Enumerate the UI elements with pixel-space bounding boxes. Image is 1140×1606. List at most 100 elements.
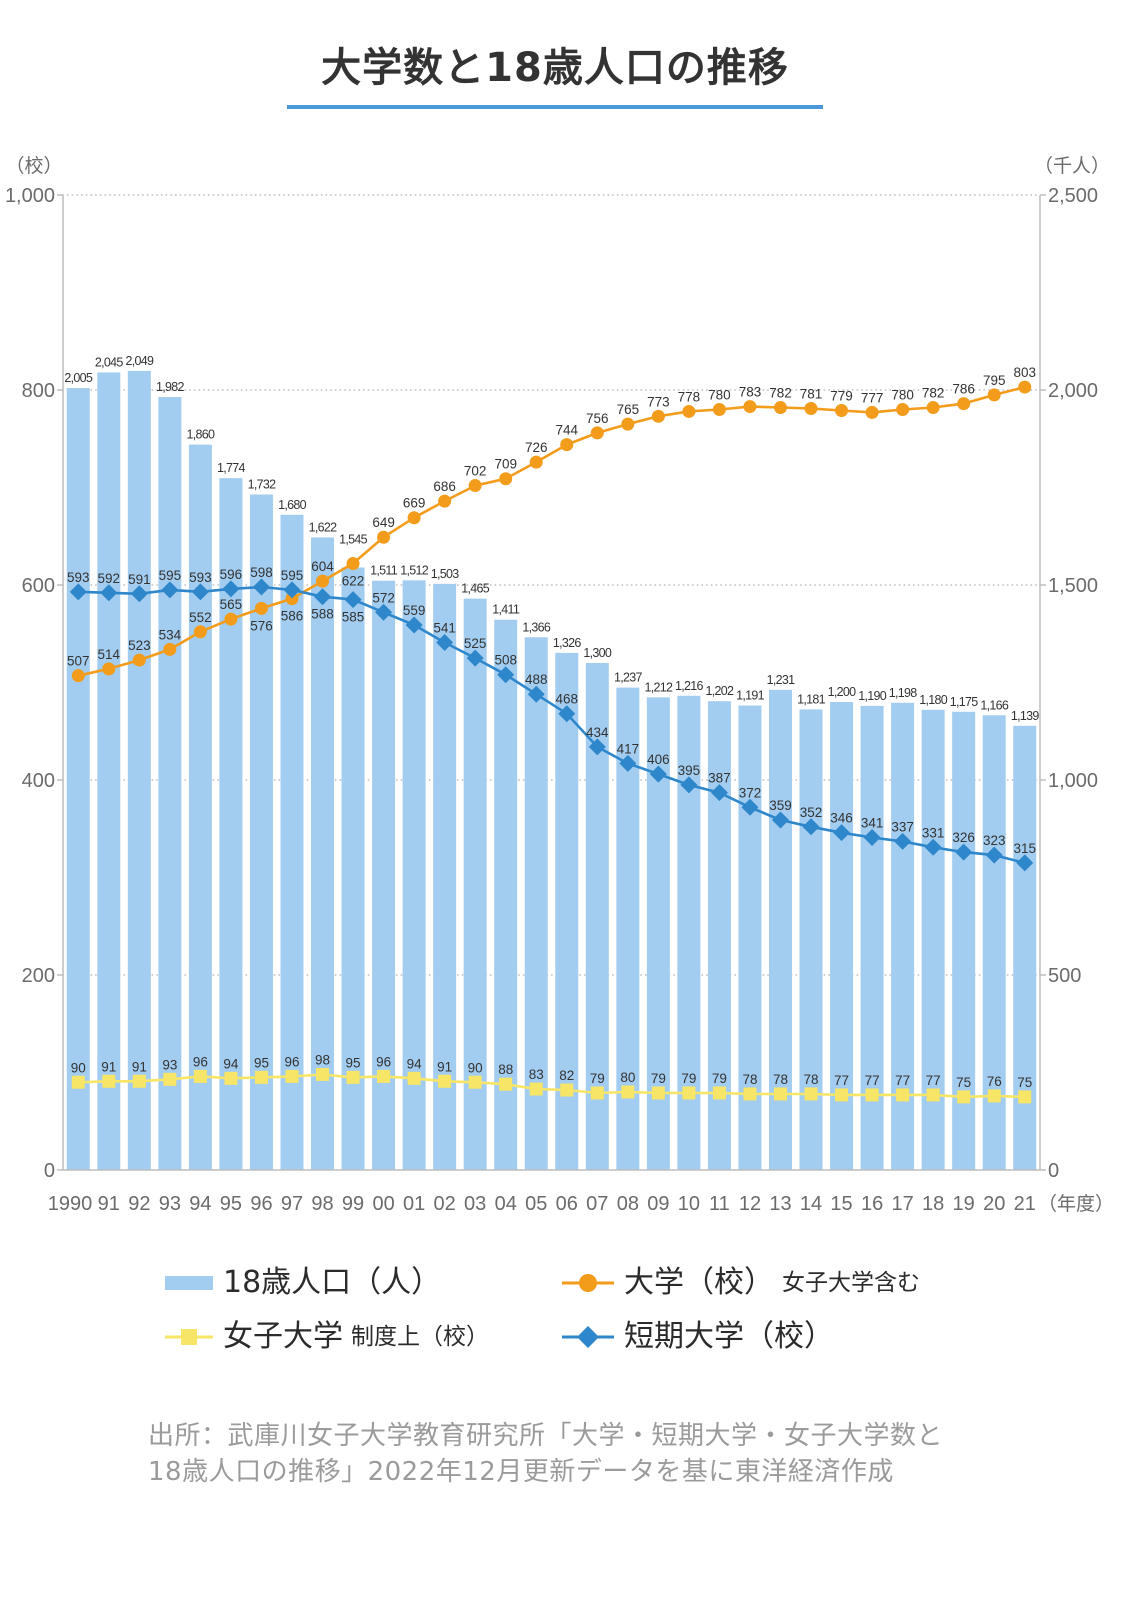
bar-value-label: 1,732 [248, 478, 277, 492]
bar-value-label: 1,411 [492, 603, 520, 617]
square-value-label: 95 [346, 1055, 361, 1070]
diamond-value-label: 468 [556, 692, 579, 707]
diamond-value-label: 596 [220, 567, 243, 582]
circle-value-label: 780 [708, 388, 731, 403]
bar [311, 537, 335, 1170]
circle-value-label: 781 [800, 387, 823, 402]
circle-marker [560, 438, 574, 452]
bar-value-label: 1,202 [706, 684, 735, 698]
square-value-label: 96 [193, 1054, 208, 1069]
x-tick-label: 1990 [48, 1193, 93, 1215]
source-line-2: 18歳人口の推移」2022年12月更新データを基に東洋経済作成 [148, 1457, 894, 1487]
diamond-marker-icon [577, 1326, 599, 1348]
diamond-value-label: 595 [159, 568, 182, 583]
bar [982, 715, 1006, 1170]
diamond-marker [558, 705, 576, 723]
diamond-marker [314, 588, 332, 606]
square-line-icon [165, 1329, 213, 1345]
circle-value-label: 586 [281, 609, 304, 624]
circle-marker [773, 401, 787, 415]
diamond-marker [680, 776, 698, 794]
square-value-label: 76 [987, 1074, 1002, 1089]
square-value-label: 83 [529, 1067, 544, 1082]
square-marker [560, 1083, 574, 1097]
y-left-tick-label: 200 [22, 965, 55, 987]
circle-value-label: 773 [647, 394, 670, 409]
bar [463, 598, 487, 1170]
circle-marker-icon [579, 1274, 597, 1292]
diamond-marker [985, 846, 1003, 864]
legend-note: 制度上（校） [351, 1324, 489, 1350]
bar-value-label: 1,212 [644, 680, 673, 694]
bar [891, 702, 915, 1170]
diamond-marker [375, 603, 393, 621]
circle-marker [957, 397, 971, 411]
legend-label: 大学（校） [624, 1265, 774, 1300]
square-marker [865, 1088, 879, 1102]
x-tick-label: 11 [709, 1193, 730, 1215]
square-value-label: 79 [590, 1071, 605, 1086]
diamond-value-label: 387 [708, 771, 731, 786]
chart-title: 大学数と18歳人口の推移 [321, 45, 789, 91]
circle-marker [132, 653, 146, 667]
circle-value-label: 782 [922, 386, 945, 401]
circle-value-label: 779 [830, 388, 853, 403]
bar [921, 709, 945, 1170]
bar [372, 580, 396, 1170]
x-tick-label: 10 [678, 1193, 700, 1215]
bar [738, 705, 762, 1170]
bar-value-label: 1,545 [339, 532, 368, 546]
circle-marker [743, 400, 757, 414]
square-value-label: 91 [437, 1059, 452, 1074]
square-value-label: 79 [651, 1071, 666, 1086]
diamond-marker [710, 784, 728, 802]
x-tick-label: 08 [617, 1193, 639, 1215]
square-marker [316, 1067, 330, 1081]
x-tick-label: 21 [1014, 1193, 1036, 1215]
square-marker-icon [181, 1329, 197, 1345]
diamond-value-label: 346 [830, 811, 853, 826]
square-value-label: 90 [468, 1060, 483, 1075]
bar [188, 444, 212, 1171]
bar [66, 388, 90, 1170]
circle-marker [193, 625, 207, 639]
circle-marker [651, 409, 665, 423]
diamond-value-label: 585 [342, 610, 365, 625]
bar-value-label: 1,774 [217, 461, 246, 475]
y-left-tick-label: 0 [44, 1160, 55, 1182]
bar-value-label: 1,860 [187, 428, 216, 442]
diamond-marker [894, 832, 912, 850]
y-left-axis-unit: （校） [5, 155, 62, 177]
bar-value-label: 1,512 [400, 563, 429, 577]
square-value-label: 91 [101, 1059, 116, 1074]
circle-marker [896, 403, 910, 416]
y-right-axis-unit: （千人） [1034, 155, 1110, 177]
axes [62, 195, 1041, 1171]
square-marker [712, 1086, 726, 1100]
circle-marker [438, 494, 452, 508]
square-marker [529, 1082, 543, 1096]
legend-item-daigaku: 大学（校） 女子大学含む [562, 1263, 920, 1303]
y-right-tick-label: 2,500 [1048, 185, 1098, 207]
square-markers [71, 1067, 1032, 1104]
diamond-marker [527, 685, 545, 703]
legend-item-joshi-daigaku: 女子大学 制度上（校） [165, 1317, 489, 1357]
square-value-label: 75 [956, 1075, 971, 1090]
bar-value-label: 1,166 [980, 698, 1009, 712]
circle-value-label: 552 [189, 610, 212, 625]
x-tick-label: 96 [250, 1193, 272, 1215]
bar [97, 372, 121, 1170]
square-marker [468, 1075, 482, 1089]
x-tick-label: 02 [434, 1193, 456, 1215]
bar [402, 580, 426, 1170]
x-tick-label: 12 [739, 1193, 761, 1215]
gridlines [62, 194, 1041, 976]
x-tick-label: 15 [830, 1193, 852, 1215]
y-right-tick-label: 1,000 [1048, 770, 1098, 792]
square-marker [377, 1069, 391, 1083]
bar-value-label: 1,200 [828, 685, 857, 699]
square-value-label: 79 [681, 1071, 696, 1086]
circle-value-label: 669 [403, 496, 426, 511]
x-tick-label: 09 [647, 1193, 669, 1215]
diamond-value-label: 593 [67, 570, 90, 585]
